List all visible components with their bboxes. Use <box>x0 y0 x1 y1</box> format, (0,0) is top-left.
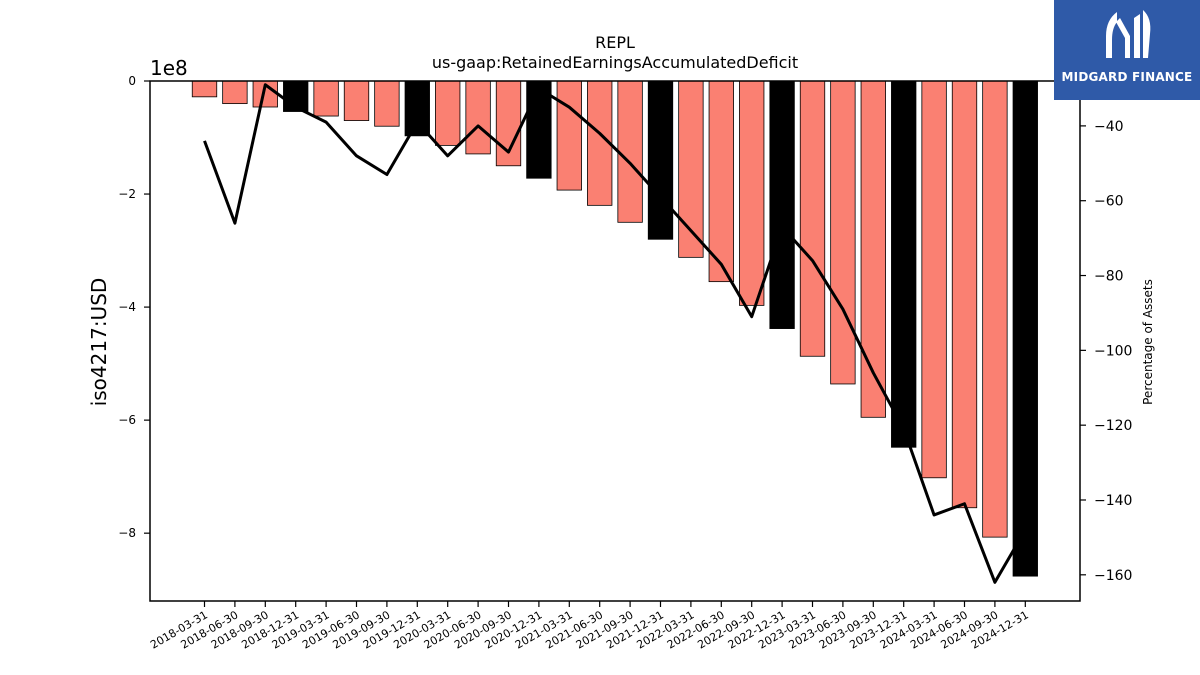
logo-text: MIDGARD FINANCE <box>1061 70 1193 84</box>
bar-2019-09-30 <box>374 80 400 127</box>
left-ticks: 0 −2 −4 −6 −8 <box>118 74 150 540</box>
bar-2020-06-30 <box>465 80 491 155</box>
bar-2023-03-31 <box>799 80 826 357</box>
y-tick-label: −8 <box>118 526 136 540</box>
bar-2024-06-30 <box>951 80 978 509</box>
bar-2021-12-31 <box>647 80 674 240</box>
y-tick-label: −2 <box>118 187 136 201</box>
x-ticks: 2018-03-312018-06-302018-09-302018-12-31… <box>148 601 1031 652</box>
bar-2022-03-31 <box>678 80 704 258</box>
y2-tick-label: −100 <box>1094 343 1132 359</box>
bar-2019-12-31 <box>404 80 430 137</box>
bar-2022-09-30 <box>739 80 765 306</box>
y-axis-label: iso4217:USD <box>87 278 111 407</box>
bar-2022-12-31 <box>769 80 795 329</box>
midgard-logo-icon <box>1106 10 1151 58</box>
y-tick-label: −4 <box>118 300 136 314</box>
y2-tick-label: −120 <box>1094 418 1132 434</box>
bar-2020-12-31 <box>526 80 552 179</box>
y2-tick-label: −60 <box>1094 194 1124 210</box>
bar-2020-03-31 <box>435 80 461 146</box>
bar-2024-12-31 <box>1012 80 1038 577</box>
bar-2019-03-31 <box>313 80 339 117</box>
bar-2018-03-31 <box>191 80 218 98</box>
bars-layer <box>191 80 1038 577</box>
y-tick-label: −6 <box>118 413 136 427</box>
brand-logo: MIDGARD FINANCE <box>1054 0 1200 100</box>
chart-subtitle: us-gaap:RetainedEarningsAccumulatedDefic… <box>432 53 798 72</box>
bar-2018-06-30 <box>222 80 248 105</box>
bar-2023-12-31 <box>891 80 917 448</box>
y-tick-label: 0 <box>128 74 136 88</box>
percentage-line <box>203 83 1027 584</box>
y2-tick-label: −160 <box>1094 568 1132 584</box>
y2-tick-label: −80 <box>1094 269 1124 285</box>
bar-2023-06-30 <box>830 80 856 385</box>
chart-title: REPL <box>595 33 635 52</box>
bar-2024-09-30 <box>982 80 1008 538</box>
bar-2024-03-31 <box>921 80 947 479</box>
y2-tick-label: −40 <box>1094 119 1124 135</box>
bar-2021-09-30 <box>617 80 643 223</box>
bar-2021-03-31 <box>556 80 582 191</box>
y2-tick-label: −140 <box>1094 493 1132 509</box>
bar-2022-06-30 <box>708 80 734 283</box>
y2-axis-label: Percentage of Assets <box>1141 279 1155 405</box>
plot-frame <box>149 80 1081 602</box>
bar-2023-09-30 <box>860 80 886 418</box>
y-offset-label: 1e8 <box>150 56 188 80</box>
right-ticks: −40 −60 −80 −100 −120 −140 −160 <box>1080 119 1132 584</box>
bar-2019-06-30 <box>343 80 370 121</box>
